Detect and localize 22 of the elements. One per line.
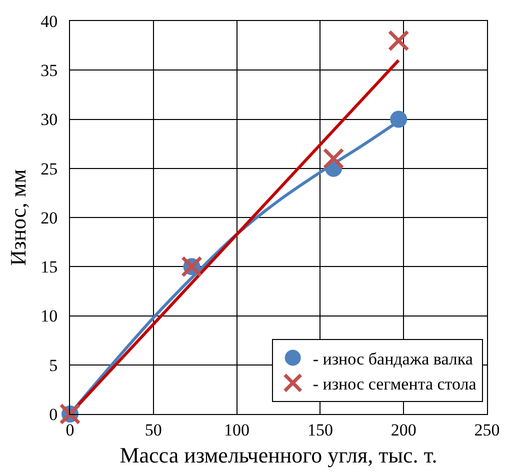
y-tick-label: 5 [49,356,58,375]
x-tick-label: 0 [66,420,74,440]
x-tick-label: 150 [307,420,333,440]
point [322,148,344,170]
x-tick-label: 50 [144,420,162,440]
y-tick-label: 15 [40,258,58,277]
x-tick-label: 250 [474,420,500,440]
y-axis-title: Износ, мм [5,169,30,266]
y-tick-label: 20 [40,208,58,228]
y-tick-label: 0 [49,404,58,424]
y-tick-label: 40 [40,12,58,31]
y-tick-label: 30 [40,110,58,130]
x-tick-label: 200 [390,420,416,440]
point [390,110,408,128]
y-tick-label: 25 [40,159,58,178]
y-tick-label: 35 [40,61,58,80]
x-tick-label: 100 [224,420,250,440]
x-axis-title: Масса измельченного угля, тыс. т. [120,442,438,468]
y-tick-label: 10 [40,306,58,326]
point [388,30,410,52]
legend-label: - износ сегмента стола [312,374,477,394]
legend-label: - износ бандажа валка [312,349,474,368]
